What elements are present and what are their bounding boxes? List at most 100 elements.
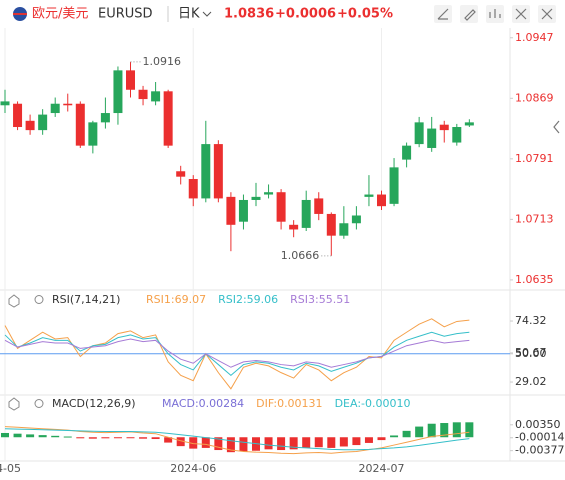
candle-body	[351, 215, 361, 224]
x-tick-label: 24-05	[0, 462, 21, 475]
y-tick-label: 50.67	[515, 346, 547, 359]
macd-bar	[314, 437, 323, 448]
period-dropdown[interactable]	[202, 11, 212, 17]
y-tick-label: 29.02	[515, 375, 547, 388]
y-tick-label: 74.32	[515, 314, 547, 327]
macd-bar	[440, 423, 449, 438]
candle-body	[301, 199, 311, 228]
macd-title: MACD(12,26,9)	[52, 397, 136, 410]
candle-body	[100, 113, 110, 123]
candle-body	[276, 192, 286, 222]
candle-body	[314, 198, 324, 214]
period[interactable]: 日K	[178, 7, 200, 22]
candle-body	[264, 192, 274, 195]
legend-label: MACD:0.00284	[162, 397, 244, 410]
macd-bar	[402, 430, 411, 438]
candle-body	[50, 103, 60, 114]
settings-icon[interactable]	[34, 399, 44, 408]
candle-body	[339, 223, 349, 236]
macd-bar	[415, 426, 424, 438]
macd-bar	[13, 433, 22, 438]
macd-bar	[1, 432, 9, 438]
macd-bar	[201, 437, 210, 448]
draw-tool[interactable]	[434, 5, 452, 23]
candle-body	[113, 70, 123, 114]
macd-bar	[452, 422, 461, 438]
indicator-line	[4, 338, 470, 368]
change-pct: +0.05%	[337, 7, 393, 22]
close-button[interactable]	[538, 5, 556, 23]
change: +0.0006	[275, 7, 336, 22]
candle-body	[377, 194, 386, 207]
candle-body	[176, 171, 186, 177]
candle-body	[452, 127, 462, 143]
candle-body	[25, 120, 35, 131]
candle-body	[251, 196, 261, 200]
indicator-line	[4, 318, 470, 390]
y-tick-label: -0.00014	[515, 431, 564, 444]
settings-icon[interactable]	[34, 295, 44, 304]
flag-icon	[13, 7, 27, 21]
macd-bar	[101, 437, 110, 439]
y-tick-label: 1.0791	[515, 152, 554, 165]
macd-bar	[26, 434, 35, 438]
macd-bar	[88, 437, 97, 439]
macd-bar	[390, 435, 399, 438]
candle-body	[138, 89, 148, 100]
indicator-tool[interactable]	[486, 5, 504, 23]
macd-bar	[377, 437, 386, 441]
edit-tool[interactable]	[460, 5, 478, 23]
candle-body	[402, 145, 412, 160]
candle-body	[201, 144, 211, 199]
candle-body	[151, 91, 161, 102]
candle-body	[389, 167, 399, 204]
macd-bar	[239, 437, 248, 452]
y-tick-label: 1.0635	[515, 273, 554, 286]
macd-bar	[76, 437, 85, 439]
indicator-line	[4, 331, 470, 376]
macd-bar	[327, 437, 336, 448]
macd-bar	[289, 437, 298, 450]
candle-body	[88, 122, 98, 146]
candle-body	[439, 124, 449, 131]
y-tick-label: 1.0713	[515, 212, 554, 225]
annotation: 1.0666	[281, 249, 320, 262]
macd-bar	[151, 437, 160, 440]
settings-icon[interactable]	[8, 294, 20, 308]
macd-bar	[427, 423, 436, 438]
candle-body	[464, 122, 474, 126]
candle-body	[414, 122, 424, 145]
candle-body	[238, 199, 248, 222]
legend-label: RSI3:55.51	[290, 293, 350, 306]
candle-body	[63, 103, 73, 106]
macd-bar	[51, 435, 60, 438]
settings-icon[interactable]	[8, 397, 20, 411]
candle-body	[0, 101, 10, 106]
macd-bar	[264, 437, 273, 450]
macd-bar	[277, 437, 286, 451]
candle-body	[163, 91, 173, 146]
indicator-line	[4, 428, 470, 451]
x-tick-label: 2024-07	[359, 462, 405, 475]
y-tick-label: 0.00350	[515, 418, 561, 431]
indicator-line	[4, 426, 470, 455]
candle-body	[38, 114, 48, 131]
y-tick-label: 50.00	[515, 347, 547, 360]
candle-body	[226, 196, 236, 225]
annotation: 1.0916	[143, 55, 182, 68]
fullscreen-button[interactable]	[512, 5, 530, 23]
macd-bar	[302, 437, 311, 448]
candle-body	[13, 103, 23, 128]
macd-bar	[226, 437, 235, 453]
candle-body	[126, 70, 135, 90]
candle-body	[75, 103, 85, 146]
symbol: EURUSD	[98, 7, 153, 22]
candle-body	[326, 213, 336, 236]
legend-label: RSI2:59.06	[218, 293, 278, 306]
y-tick-label: 1.0869	[515, 91, 554, 104]
macd-bar	[189, 437, 198, 449]
macd-bar	[465, 422, 474, 438]
collapse-arrow[interactable]	[553, 120, 560, 134]
